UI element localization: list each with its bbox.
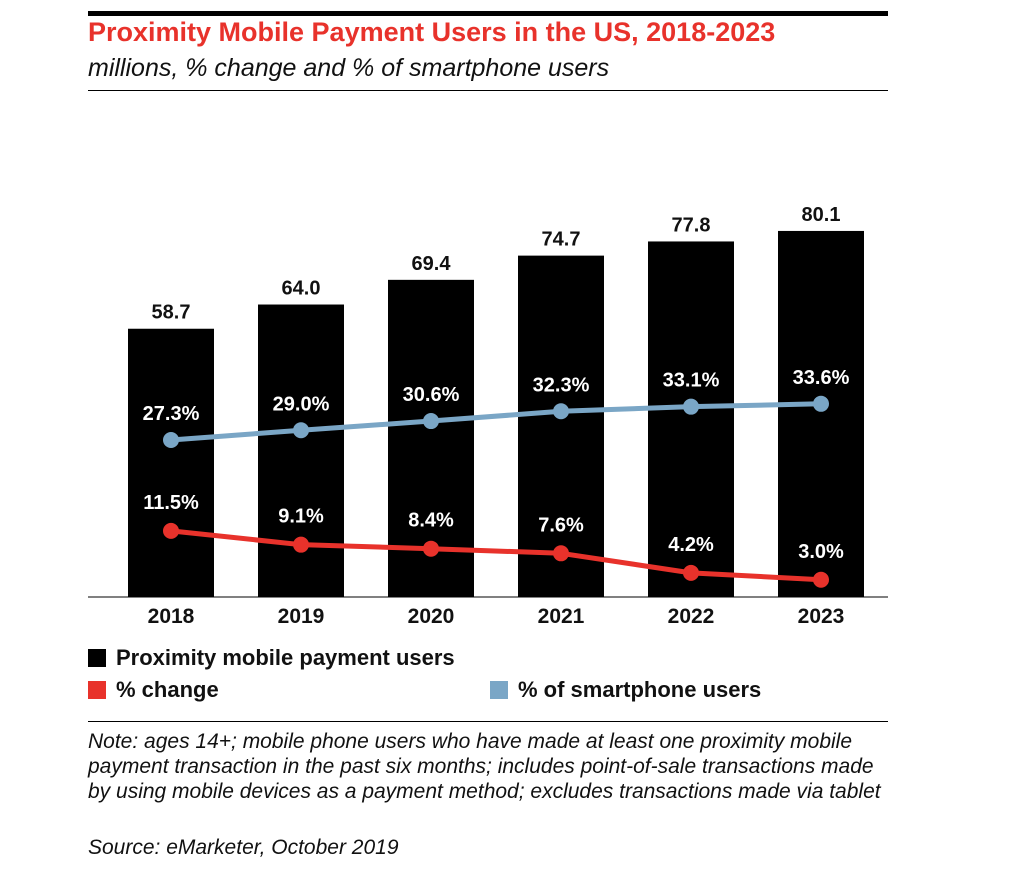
smartphone-label-2023: 33.6% [793, 367, 850, 389]
change-label-2019: 9.1% [278, 506, 324, 528]
legend-label-change: % change [116, 677, 219, 702]
smartphone-label-2020: 30.6% [403, 384, 460, 406]
change-label-2021: 7.6% [538, 514, 584, 536]
smartphone-point-2018 [163, 432, 179, 449]
bar-label-2018: 58.7 [152, 302, 191, 324]
bar-2019 [258, 304, 344, 597]
x-tick-label-2021: 2021 [538, 605, 585, 628]
legend-item-change: % change [88, 677, 219, 703]
legend-swatch-bars [88, 649, 106, 667]
change-point-2022 [683, 564, 699, 581]
chart-source: Source: eMarketer, October 2019 [88, 836, 399, 859]
smartphone-label-2018: 27.3% [143, 403, 200, 425]
smartphone-label-2019: 29.0% [273, 393, 330, 415]
smartphone-point-2022 [683, 398, 699, 415]
x-tick-label-2023: 2023 [798, 605, 845, 628]
smartphone-point-2020 [423, 413, 439, 430]
smartphone-label-2022: 33.1% [663, 370, 720, 392]
legend-item-smartphone: % of smartphone users [490, 677, 761, 703]
change-label-2022: 4.2% [668, 534, 714, 556]
smartphone-label-2021: 32.3% [533, 374, 590, 396]
legend-label-smartphone: % of smartphone users [518, 677, 762, 702]
bar-label-2022: 77.8 [672, 214, 711, 236]
chart-subtitle: millions, % change and % of smartphone u… [88, 54, 610, 82]
change-point-2021 [553, 545, 569, 562]
chart-title: Proximity Mobile Payment Users in the US… [88, 17, 776, 47]
bar-label-2020: 69.4 [412, 253, 452, 275]
legend-swatch-smartphone [490, 681, 508, 699]
change-label-2020: 8.4% [408, 510, 454, 532]
change-label-2018: 11.5% [143, 492, 199, 514]
legend-swatch-change [88, 681, 106, 699]
chart-area: 58.7 64.0 69.4 74.7 77.8 80.1 2018 2019 2020 2021… [88, 204, 888, 628]
bar-2022 [648, 241, 734, 598]
bar-2023 [778, 230, 864, 597]
bar-label-2019: 64.0 [282, 278, 321, 300]
smartphone-point-2019 [293, 422, 309, 439]
bar-2021 [518, 255, 604, 597]
change-point-2023 [813, 571, 829, 588]
chart-note: Note: ages 14+; mobile phone users who h… [88, 730, 881, 803]
change-point-2018 [163, 522, 179, 539]
change-point-2019 [293, 536, 309, 553]
note-rule [88, 721, 888, 722]
change-point-2020 [423, 540, 439, 557]
smartphone-point-2023 [813, 395, 829, 412]
subtitle-rule [88, 90, 888, 91]
bar-label-2021: 74.7 [542, 229, 581, 251]
x-tick-label-2022: 2022 [668, 605, 715, 628]
x-tick-label-2018: 2018 [148, 605, 195, 628]
smartphone-line [168, 401, 824, 443]
legend-item-bars: Proximity mobile payment users [88, 645, 455, 671]
smartphone-point-2021 [553, 403, 569, 420]
x-tick-label-2020: 2020 [408, 605, 455, 628]
change-label-2023: 3.0% [798, 541, 844, 563]
change-line [168, 528, 824, 583]
bar-label-2023: 80.1 [802, 204, 841, 226]
top-rule [88, 11, 888, 16]
legend-label-bars: Proximity mobile payment users [116, 645, 455, 670]
bar-2018 [128, 328, 214, 597]
x-tick-label-2019: 2019 [278, 605, 325, 628]
